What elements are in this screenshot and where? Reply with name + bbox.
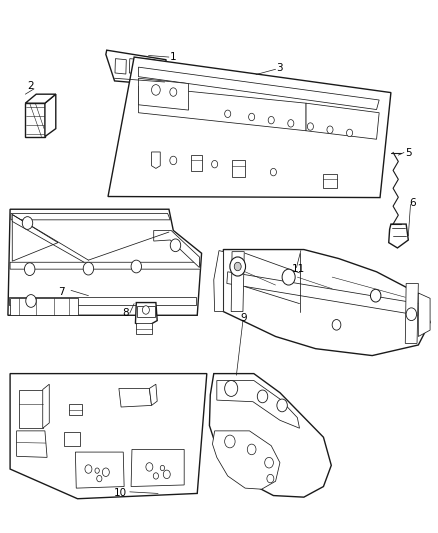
Text: 3: 3 [276, 63, 283, 73]
Polygon shape [106, 50, 168, 85]
Polygon shape [75, 452, 124, 488]
Circle shape [160, 465, 165, 471]
Polygon shape [8, 209, 201, 316]
Polygon shape [405, 284, 418, 343]
Circle shape [230, 257, 246, 276]
Circle shape [102, 468, 110, 477]
Circle shape [97, 475, 102, 482]
Polygon shape [45, 94, 56, 136]
Circle shape [153, 473, 159, 479]
Circle shape [85, 465, 92, 473]
Polygon shape [137, 306, 155, 317]
Text: 8: 8 [122, 308, 129, 318]
Circle shape [249, 114, 254, 120]
Polygon shape [227, 272, 419, 316]
Polygon shape [19, 390, 43, 428]
Circle shape [142, 306, 149, 314]
Polygon shape [64, 432, 80, 446]
Circle shape [270, 168, 276, 176]
Circle shape [257, 390, 268, 403]
Circle shape [327, 126, 333, 133]
Text: 5: 5 [405, 148, 412, 158]
Circle shape [268, 116, 274, 124]
Text: 10: 10 [114, 488, 127, 498]
Polygon shape [9, 297, 196, 305]
Polygon shape [138, 86, 306, 131]
Circle shape [170, 156, 177, 165]
Circle shape [22, 216, 33, 229]
Circle shape [265, 457, 273, 468]
Polygon shape [144, 59, 155, 74]
Polygon shape [306, 103, 379, 139]
Polygon shape [323, 174, 336, 188]
Polygon shape [212, 431, 280, 489]
Text: 2: 2 [28, 81, 34, 91]
Polygon shape [131, 449, 184, 487]
Polygon shape [418, 293, 430, 336]
Text: 9: 9 [240, 313, 247, 324]
Polygon shape [69, 405, 82, 415]
Circle shape [406, 308, 417, 320]
Polygon shape [115, 59, 126, 74]
Polygon shape [214, 251, 223, 312]
Circle shape [307, 123, 314, 130]
Polygon shape [10, 374, 207, 499]
Polygon shape [10, 298, 78, 316]
Polygon shape [152, 152, 160, 168]
Circle shape [212, 160, 218, 168]
Polygon shape [17, 431, 47, 457]
Circle shape [332, 319, 341, 330]
Circle shape [225, 110, 231, 117]
Polygon shape [135, 303, 157, 327]
Polygon shape [25, 103, 45, 136]
Polygon shape [129, 59, 141, 74]
Polygon shape [108, 57, 391, 198]
Polygon shape [217, 381, 300, 428]
Polygon shape [12, 215, 58, 261]
Text: 6: 6 [410, 198, 416, 208]
Circle shape [26, 295, 36, 308]
Polygon shape [154, 230, 199, 268]
Circle shape [146, 463, 153, 471]
Polygon shape [209, 374, 331, 497]
Circle shape [25, 263, 35, 276]
Polygon shape [138, 78, 188, 110]
Circle shape [371, 289, 381, 302]
Polygon shape [136, 323, 152, 334]
Circle shape [234, 262, 241, 271]
Text: 7: 7 [58, 287, 64, 297]
Circle shape [163, 470, 170, 479]
Circle shape [247, 444, 256, 455]
Circle shape [170, 88, 177, 96]
Polygon shape [138, 67, 379, 110]
Polygon shape [389, 224, 408, 248]
Polygon shape [25, 94, 56, 103]
Polygon shape [232, 160, 245, 177]
Polygon shape [191, 155, 201, 171]
Polygon shape [231, 252, 244, 312]
Circle shape [131, 260, 141, 273]
Circle shape [152, 85, 160, 95]
Circle shape [288, 119, 294, 127]
Circle shape [277, 399, 287, 412]
Polygon shape [119, 389, 152, 407]
Text: 11: 11 [292, 264, 305, 274]
Circle shape [83, 262, 94, 275]
Polygon shape [149, 384, 157, 406]
Polygon shape [43, 384, 49, 428]
Polygon shape [223, 249, 430, 356]
Polygon shape [11, 214, 170, 220]
Circle shape [170, 239, 181, 252]
Polygon shape [10, 262, 201, 269]
Circle shape [225, 435, 235, 448]
Circle shape [225, 381, 238, 397]
Circle shape [267, 474, 274, 483]
Circle shape [346, 129, 353, 136]
Circle shape [95, 468, 99, 473]
Text: 1: 1 [170, 52, 177, 62]
Circle shape [282, 269, 295, 285]
